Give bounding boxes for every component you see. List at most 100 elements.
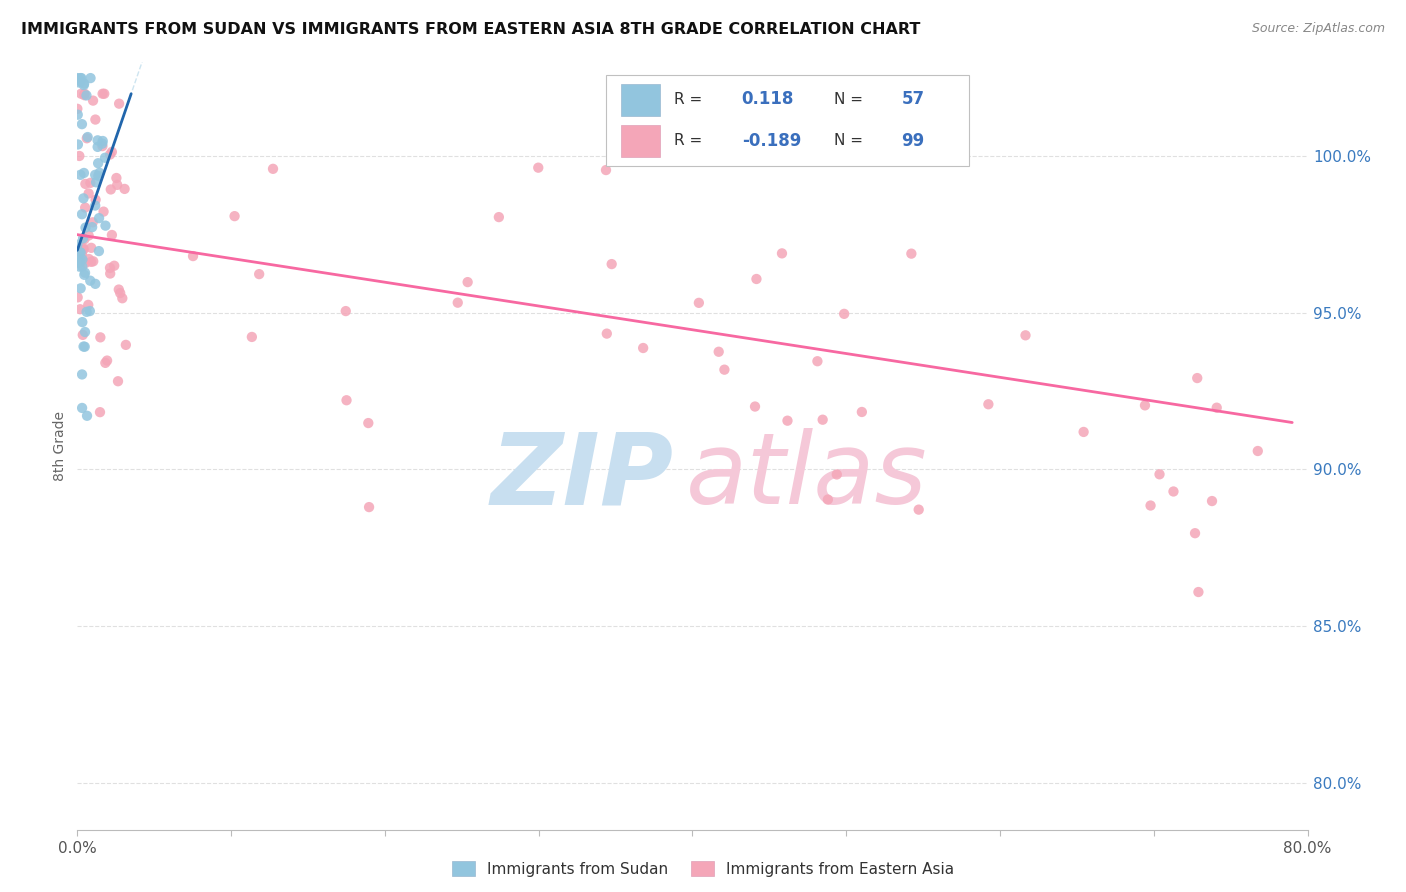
Point bbox=[70, 117, 93, 131]
Point bbox=[631, 341, 654, 355]
Text: -0.189: -0.189 bbox=[742, 132, 801, 150]
Point bbox=[72, 243, 94, 257]
Point bbox=[66, 290, 89, 304]
Point bbox=[72, 252, 94, 267]
Point bbox=[89, 405, 111, 419]
Point bbox=[114, 182, 136, 196]
Point bbox=[84, 198, 107, 212]
Point bbox=[1073, 425, 1095, 439]
Point bbox=[107, 283, 129, 297]
Point bbox=[335, 304, 357, 318]
Text: 0.118: 0.118 bbox=[742, 90, 794, 108]
Point bbox=[70, 368, 93, 382]
Point bbox=[98, 260, 121, 275]
Point bbox=[817, 492, 839, 507]
Point bbox=[108, 96, 131, 111]
Point bbox=[1187, 585, 1209, 599]
Point bbox=[105, 178, 128, 192]
Text: atlas: atlas bbox=[686, 428, 928, 525]
Point bbox=[72, 231, 94, 245]
Point bbox=[77, 252, 100, 266]
Point bbox=[240, 330, 263, 344]
Point bbox=[1201, 494, 1223, 508]
Point bbox=[79, 71, 101, 86]
Point bbox=[72, 327, 94, 342]
Point bbox=[91, 134, 114, 148]
Point bbox=[77, 228, 100, 243]
Text: ZIP: ZIP bbox=[491, 428, 673, 525]
Point bbox=[73, 77, 96, 91]
Point bbox=[82, 94, 104, 108]
Point bbox=[907, 502, 929, 516]
Point bbox=[66, 137, 89, 152]
Point bbox=[108, 286, 131, 301]
Point bbox=[67, 255, 90, 269]
Text: R =: R = bbox=[673, 133, 702, 148]
Point bbox=[111, 291, 134, 305]
Text: N =: N = bbox=[834, 92, 863, 107]
Point bbox=[101, 145, 124, 159]
Point bbox=[1149, 467, 1171, 482]
Point bbox=[595, 163, 617, 178]
Point bbox=[66, 102, 89, 116]
Point bbox=[67, 149, 90, 163]
Point bbox=[76, 305, 98, 319]
Point bbox=[73, 78, 96, 92]
Point bbox=[73, 232, 96, 246]
Point bbox=[73, 88, 96, 103]
Text: Source: ZipAtlas.com: Source: ZipAtlas.com bbox=[1251, 22, 1385, 36]
Point bbox=[1133, 398, 1156, 412]
Point bbox=[67, 245, 90, 260]
Point bbox=[76, 409, 98, 423]
Point bbox=[70, 207, 93, 221]
Point bbox=[87, 156, 110, 170]
Point bbox=[89, 330, 111, 344]
Point bbox=[77, 186, 100, 201]
Point bbox=[79, 274, 101, 288]
Point bbox=[1139, 499, 1161, 513]
Point bbox=[91, 87, 114, 101]
Point bbox=[91, 139, 114, 153]
Point bbox=[247, 267, 270, 281]
Point bbox=[105, 171, 128, 186]
Point bbox=[262, 161, 284, 176]
Point bbox=[96, 353, 118, 368]
Text: 57: 57 bbox=[901, 90, 925, 108]
Point bbox=[770, 246, 793, 260]
Point bbox=[811, 413, 834, 427]
Point bbox=[87, 244, 110, 258]
Point bbox=[69, 71, 91, 86]
Point bbox=[73, 87, 96, 101]
Point bbox=[1187, 371, 1209, 385]
Point bbox=[75, 88, 97, 103]
Point bbox=[66, 108, 89, 122]
Point bbox=[73, 340, 96, 354]
Point bbox=[70, 247, 93, 261]
Point bbox=[977, 397, 1000, 411]
Point bbox=[84, 112, 107, 127]
Point bbox=[70, 87, 93, 101]
Point bbox=[84, 277, 107, 291]
Point bbox=[527, 161, 550, 175]
Point bbox=[79, 176, 101, 190]
Point bbox=[69, 252, 91, 267]
Point bbox=[77, 298, 100, 312]
Point bbox=[224, 209, 246, 223]
Point bbox=[713, 362, 735, 376]
Point bbox=[744, 400, 766, 414]
Point bbox=[94, 151, 117, 165]
Point bbox=[82, 254, 104, 268]
Point bbox=[851, 405, 873, 419]
Point bbox=[75, 177, 97, 191]
Point bbox=[69, 281, 91, 295]
Point bbox=[100, 182, 122, 196]
Point bbox=[75, 256, 97, 270]
Point bbox=[600, 257, 623, 271]
Point bbox=[73, 325, 96, 339]
Point bbox=[357, 416, 380, 430]
Point bbox=[87, 169, 110, 183]
Text: IMMIGRANTS FROM SUDAN VS IMMIGRANTS FROM EASTERN ASIA 8TH GRADE CORRELATION CHAR: IMMIGRANTS FROM SUDAN VS IMMIGRANTS FROM… bbox=[21, 22, 921, 37]
Point bbox=[488, 210, 510, 224]
Point bbox=[75, 201, 97, 215]
Legend: Immigrants from Sudan, Immigrants from Eastern Asia: Immigrants from Sudan, Immigrants from E… bbox=[444, 853, 962, 884]
